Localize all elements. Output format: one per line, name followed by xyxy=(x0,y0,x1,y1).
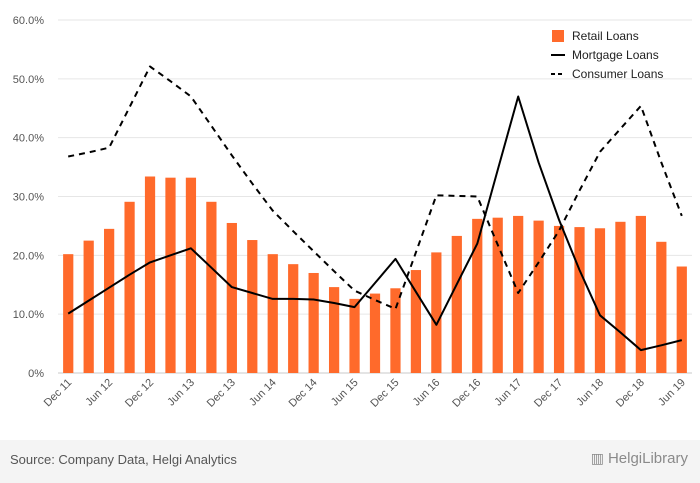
library-icon: ▥ xyxy=(590,450,604,466)
retail-loans-bars xyxy=(63,176,687,373)
x-tick-label: Dec 11 xyxy=(42,377,75,410)
x-tick-label: Dec 17 xyxy=(532,377,565,410)
x-tick-label: Jun 12 xyxy=(83,377,115,409)
x-tick-label: Dec 16 xyxy=(450,377,483,410)
retail-loans-bar xyxy=(390,288,401,373)
retail-loans-bar xyxy=(553,225,565,373)
y-tick-label: 60.0% xyxy=(13,15,44,27)
consumer-loans-line xyxy=(68,65,683,310)
x-tick-label: Jun 15 xyxy=(329,377,361,409)
retail-loans-bar xyxy=(288,264,299,373)
legend-label: Mortgage Loans xyxy=(572,48,659,62)
y-tick-label: 20.0% xyxy=(13,250,44,262)
line-series xyxy=(67,65,683,352)
x-tick-label: Jun 19 xyxy=(656,377,688,409)
x-tick-label: Dec 13 xyxy=(205,377,238,410)
retail-loans-bar xyxy=(185,177,197,373)
retail-loans-bar xyxy=(369,293,381,373)
brand-logo: ▥ HelgiLibrary xyxy=(591,450,688,467)
retail-loans-bar xyxy=(676,266,687,373)
retail-loans-bar xyxy=(656,241,667,373)
legend: Retail Loans Mortgage Loans Consumer Loans xyxy=(551,29,663,81)
retail-loans-bar xyxy=(83,240,94,373)
retail-loans-bar xyxy=(492,217,503,373)
x-tick-label: Dec 15 xyxy=(368,377,401,410)
retail-loans-bar xyxy=(267,254,278,373)
retail-loans-bar xyxy=(574,227,585,373)
footer: Source: Company Data, Helgi Analytics ▥ H… xyxy=(0,440,700,483)
source-note: Source: Company Data, Helgi Analytics xyxy=(10,452,237,467)
y-tick-label: 0% xyxy=(28,368,44,380)
retail-loans-bar xyxy=(104,228,115,373)
retail-loans-bar xyxy=(513,215,524,373)
legend-label: Retail Loans xyxy=(572,29,639,43)
y-tick-label: 10.0% xyxy=(13,309,44,321)
mortgage-loans-line xyxy=(67,95,683,352)
x-tick-label: Dec 14 xyxy=(287,377,320,410)
retail-loans-bar xyxy=(308,272,319,373)
x-tick-label: Dec 18 xyxy=(614,377,647,410)
retail-loans-bar xyxy=(165,177,176,373)
x-tick-label: Jun 16 xyxy=(411,377,443,409)
y-tick-label: 40.0% xyxy=(13,133,44,145)
retail-loans-bar xyxy=(410,270,422,373)
legend-swatch-retail-loans xyxy=(552,30,564,42)
retail-loans-bar xyxy=(226,222,237,373)
x-tick-label: Jun 13 xyxy=(165,377,197,409)
retail-loans-bar xyxy=(328,287,340,373)
y-tick-label: 50.0% xyxy=(13,74,44,86)
retail-loans-bar xyxy=(451,235,462,373)
y-axis: 0% 10.0% 20.0% 30.0% 40.0% 50.0% 60.0% xyxy=(13,15,44,380)
chart: 0%10.0%20.0%30.0%40.0%50.0%60.0% Dec 11 J… xyxy=(13,15,692,410)
x-tick-label: Dec 12 xyxy=(123,377,156,410)
retail-loans-bar xyxy=(349,298,360,373)
retail-loans-bar xyxy=(472,218,483,373)
brand-name: HelgiLibrary xyxy=(607,450,688,467)
retail-loans-bar xyxy=(144,176,156,373)
grid xyxy=(58,19,692,374)
x-axis: Dec 11 Jun 12 Dec 12 Jun 13 Dec 13 Jun 14 Dec … xyxy=(42,377,688,410)
retail-loans-bar xyxy=(431,252,442,373)
x-tick-label: Jun 17 xyxy=(492,377,524,409)
retail-loans-bar xyxy=(206,201,217,373)
retail-loans-bar xyxy=(533,220,544,373)
retail-loans-bar xyxy=(247,240,258,373)
x-tick-label: Jun 14 xyxy=(247,377,279,409)
retail-loans-bar xyxy=(635,215,646,373)
retail-loans-bar xyxy=(594,228,606,373)
x-tick-label: Jun 18 xyxy=(574,377,606,409)
retail-loans-bar xyxy=(124,201,135,373)
y-tick-label: 30.0% xyxy=(13,192,44,204)
retail-loans-bar xyxy=(615,221,626,373)
legend-label: Consumer Loans xyxy=(572,67,663,81)
